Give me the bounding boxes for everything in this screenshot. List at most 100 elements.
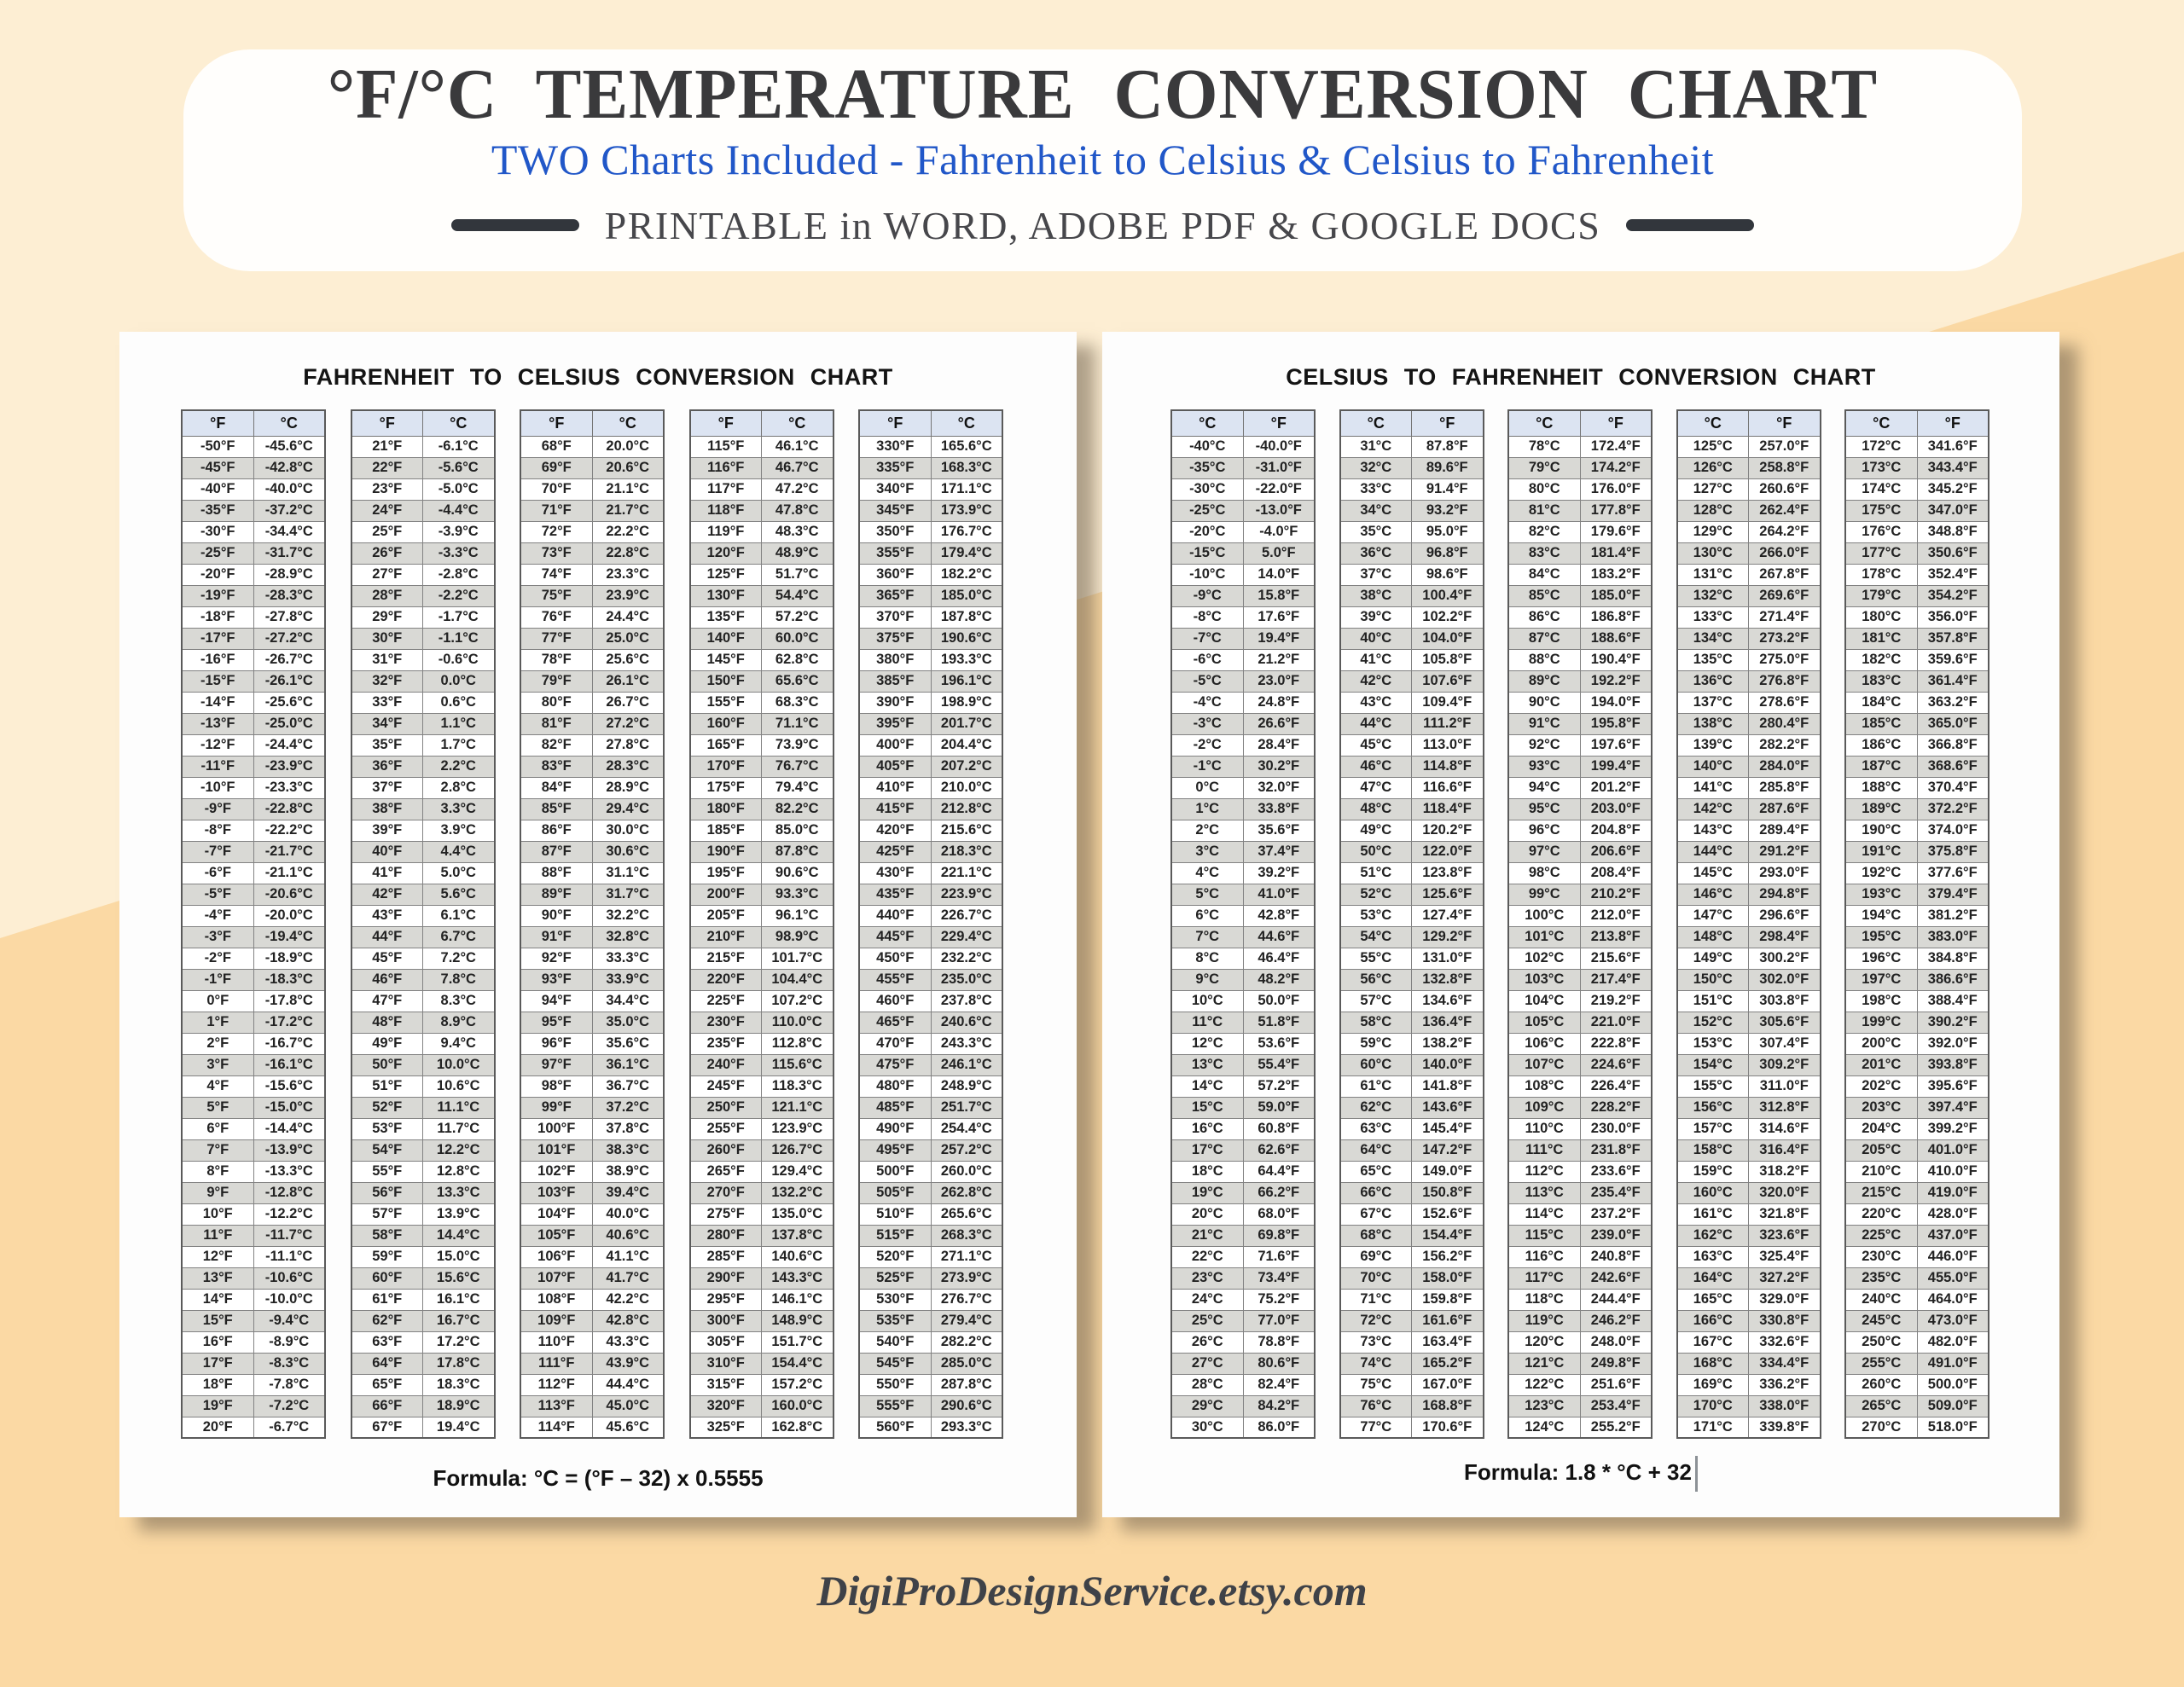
temp-cell: 254.4°C: [930, 1117, 1003, 1140]
temp-cell: 482.0°F: [1916, 1330, 1989, 1354]
temp-cell: 172°C: [1844, 435, 1918, 458]
temp-cell: 97°C: [1507, 840, 1581, 863]
table-row: 15°C 59.0°F: [1170, 1096, 1316, 1119]
temp-cell: 70°F: [520, 478, 593, 501]
temp-cell: 470°F: [858, 1032, 932, 1055]
temp-cell: 54°F: [351, 1139, 423, 1162]
temp-cell: 249.8°F: [1579, 1352, 1653, 1375]
temp-cell: 47°C: [1339, 776, 1412, 799]
temp-cell: 41.7°C: [591, 1267, 665, 1290]
temp-cell: 28°F: [351, 584, 423, 607]
table-row: 97°C 206.6°F: [1507, 840, 1653, 863]
temp-cell: 159°C: [1676, 1160, 1749, 1183]
temp-cell: 13.3°C: [422, 1181, 495, 1204]
table-row: 420°F 215.6°C: [858, 819, 1003, 842]
table-row: 133°C 271.4°F: [1676, 606, 1821, 629]
temp-cell: 255°C: [1844, 1352, 1918, 1375]
table-row: 1°F -17.2°C: [181, 1011, 326, 1034]
temp-cell: 135.0°C: [761, 1203, 834, 1226]
table-row: -8°C 17.6°F: [1170, 606, 1316, 629]
table-row: 46°F 7.8°C: [351, 968, 495, 991]
temp-cell: 293.0°F: [1748, 861, 1821, 884]
temp-cell: 555°F: [858, 1394, 932, 1417]
temp-cell: 310°F: [689, 1352, 762, 1375]
table-row: 350°F 176.7°C: [858, 520, 1003, 543]
temp-cell: -8.3°C: [253, 1352, 326, 1375]
temp-cell: 215°C: [1844, 1181, 1918, 1204]
temp-cell: 92°F: [520, 947, 593, 970]
column-header: °F: [858, 409, 932, 437]
temp-cell: 200°C: [1844, 1032, 1918, 1055]
temp-cell: 51.8°F: [1242, 1011, 1316, 1034]
temp-cell: 64°F: [351, 1352, 423, 1375]
temp-cell: -2°C: [1170, 733, 1244, 757]
temp-cell: 46.7°C: [761, 456, 834, 479]
temp-cell: 111°C: [1507, 1139, 1581, 1162]
temp-cell: 33.9°C: [591, 968, 665, 991]
temp-cell: 173°C: [1844, 456, 1918, 479]
temp-cell: 104.4°C: [761, 968, 834, 991]
table-row: -14°F -25.6°C: [181, 691, 326, 714]
temp-cell: 316.4°F: [1748, 1139, 1821, 1162]
table-row: 410°F 210.0°C: [858, 776, 1003, 799]
temp-cell: 293.3°C: [930, 1416, 1003, 1439]
table-row: 59°F 15.0°C: [351, 1245, 495, 1268]
table-row: 152°C 305.6°F: [1676, 1011, 1821, 1034]
temp-cell: 90.6°C: [761, 861, 834, 884]
table-row: 61°F 16.1°C: [351, 1288, 495, 1311]
temp-cell: -4°C: [1170, 691, 1244, 714]
table-row: 13°F -10.6°C: [181, 1267, 326, 1290]
table-row: 17°C 62.6°F: [1170, 1139, 1316, 1162]
temp-cell: 405°F: [858, 755, 932, 778]
temp-cell: 77°F: [520, 627, 593, 650]
temp-cell: 54.4°C: [761, 584, 834, 607]
temp-cell: 82°C: [1507, 520, 1581, 543]
temp-cell: 315°F: [689, 1373, 762, 1396]
temp-cell: 104°C: [1507, 989, 1581, 1012]
temp-cell: 320.0°F: [1748, 1181, 1821, 1204]
temp-cell: 125°C: [1676, 435, 1749, 458]
table-row: 1°C 33.8°F: [1170, 797, 1316, 820]
temp-cell: 93°F: [520, 968, 593, 991]
temp-cell: 113°F: [520, 1394, 593, 1417]
temp-cell: 147°C: [1676, 904, 1749, 927]
table-row: 37°C 98.6°F: [1339, 563, 1484, 586]
temp-cell: -5.0°C: [422, 478, 495, 501]
temp-cell: 71.1°C: [761, 712, 834, 735]
temp-cell: -2.2°C: [422, 584, 495, 607]
table-row: 535°F 279.4°C: [858, 1309, 1003, 1332]
temp-cell: 35.0°C: [591, 1011, 665, 1034]
conversion-table: °C °F 125°C 257.0°F 126°C 258.8°F 127°C 260.6°F…: [1676, 409, 1821, 1439]
temp-cell: 321.8°F: [1748, 1203, 1821, 1226]
temp-cell: 65°C: [1339, 1160, 1412, 1183]
temp-cell: 4°F: [181, 1075, 254, 1098]
temp-cell: 23°F: [351, 478, 423, 501]
temp-cell: -22.2°C: [253, 819, 326, 842]
temp-cell: 87°F: [520, 840, 593, 863]
temp-cell: 154.4°F: [1411, 1224, 1484, 1247]
temp-cell: 303.8°F: [1748, 989, 1821, 1012]
temp-cell: 450°F: [858, 947, 932, 970]
temp-cell: -30°C: [1170, 478, 1244, 501]
table-row: 370°F 187.8°C: [858, 606, 1003, 629]
table-row: 95°C 203.0°F: [1507, 797, 1653, 820]
temp-cell: 49°F: [351, 1032, 423, 1055]
temp-cell: 67°F: [351, 1416, 423, 1439]
table-row: -15°F -26.1°C: [181, 670, 326, 693]
temp-cell: 350.6°F: [1916, 542, 1989, 565]
temp-cell: -15°F: [181, 670, 254, 693]
temp-cell: 24°C: [1170, 1288, 1244, 1311]
table-row: 38°C 100.4°F: [1339, 584, 1484, 607]
temp-cell: 119°F: [689, 520, 762, 543]
temp-cell: 41°F: [351, 861, 423, 884]
temp-cell: 26°F: [351, 542, 423, 565]
temp-cell: 168.8°F: [1411, 1394, 1484, 1417]
temp-cell: 86.0°F: [1242, 1416, 1316, 1439]
temp-cell: 175°C: [1844, 499, 1918, 522]
temp-cell: 363.2°F: [1916, 691, 1989, 714]
table-row: 21°C 69.8°F: [1170, 1224, 1316, 1247]
temp-cell: 188°C: [1844, 776, 1918, 799]
temp-cell: 25.6°C: [591, 648, 665, 671]
temp-cell: 0°F: [181, 989, 254, 1012]
temp-cell: 248.9°C: [930, 1075, 1003, 1098]
